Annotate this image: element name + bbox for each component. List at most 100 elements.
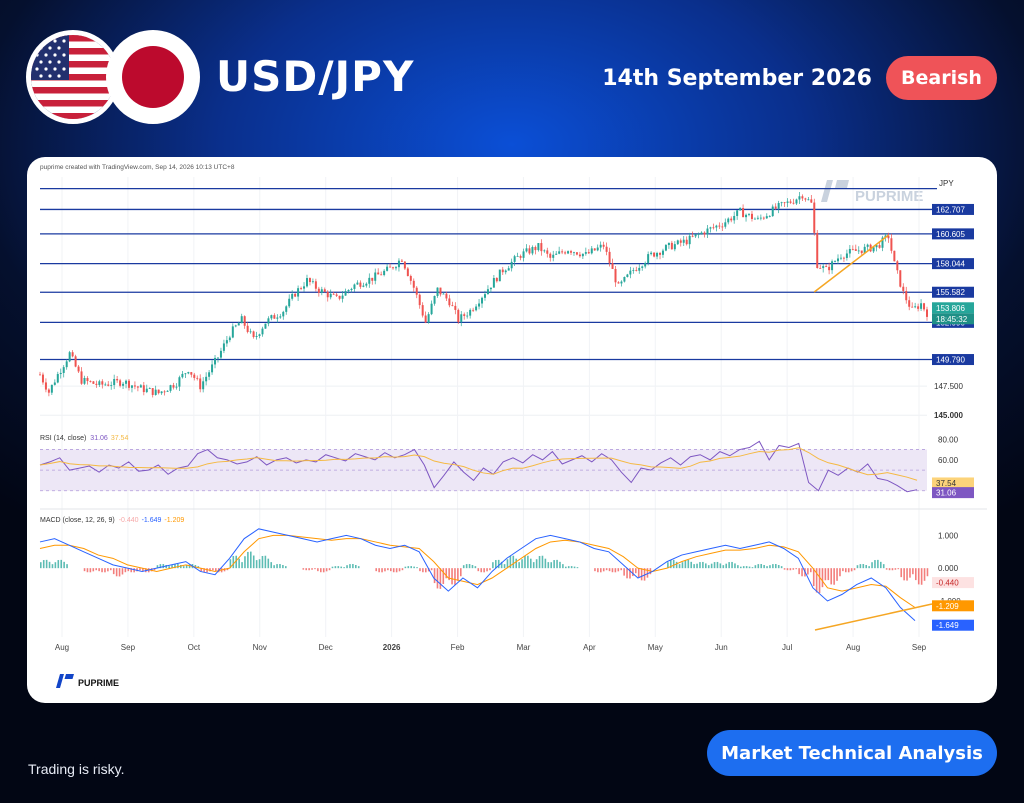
candle-body bbox=[397, 260, 400, 268]
macd-trendline bbox=[814, 603, 933, 631]
candle-body bbox=[552, 254, 555, 258]
candle-body bbox=[166, 390, 169, 392]
candle-body bbox=[291, 293, 294, 299]
level-price-label: 155.582 bbox=[936, 288, 965, 297]
macd-histogram-bar bbox=[451, 568, 453, 585]
watermark-text: PUPRIME bbox=[855, 188, 923, 205]
candle-body bbox=[804, 198, 807, 200]
macd-histogram-bar bbox=[495, 560, 497, 569]
macd-histogram-bar bbox=[777, 565, 780, 569]
candle-body bbox=[394, 267, 397, 269]
candle-body bbox=[77, 366, 80, 372]
candle-body bbox=[682, 239, 685, 243]
macd-hist-value-label-bg bbox=[932, 577, 974, 589]
candle-body bbox=[56, 374, 59, 383]
macd-histogram-bar bbox=[48, 561, 51, 569]
macd-histogram-bar bbox=[562, 564, 564, 569]
macd-histogram-bar bbox=[235, 555, 238, 569]
signal-line bbox=[39, 534, 916, 608]
x-axis-label: Feb bbox=[451, 643, 465, 652]
macd-histogram-bar bbox=[422, 568, 424, 573]
macd-histogram-bar bbox=[824, 568, 827, 581]
macd-histogram-bar bbox=[86, 568, 89, 573]
macd-histogram-bar bbox=[398, 568, 401, 572]
macd-histogram-bar bbox=[197, 566, 200, 569]
candle-body bbox=[750, 213, 753, 219]
candle-body bbox=[300, 288, 303, 289]
candle-body bbox=[303, 286, 306, 289]
signal-legend-value: -1.209 bbox=[164, 517, 184, 524]
candle-body bbox=[53, 382, 56, 385]
candle-body bbox=[887, 235, 890, 239]
macd-histogram-bar bbox=[705, 563, 707, 569]
macd-histogram-bar bbox=[54, 562, 57, 569]
candle-body bbox=[691, 235, 694, 237]
macd-histogram-bar bbox=[678, 564, 681, 569]
candle-body bbox=[389, 266, 392, 268]
macd-histogram-bar bbox=[322, 568, 325, 573]
candle-body bbox=[590, 248, 593, 254]
puprime-card-logo: PUPRIME bbox=[56, 674, 119, 688]
risk-disclaimer: Trading is risky. bbox=[28, 761, 125, 777]
candle-body bbox=[685, 239, 688, 245]
macd-histogram-bar bbox=[270, 562, 273, 569]
macd-histogram-bar bbox=[786, 568, 789, 571]
candle-body bbox=[216, 357, 219, 359]
macd-histogram-bar bbox=[261, 555, 264, 569]
macd-histogram-bar bbox=[142, 568, 144, 572]
macd-histogram-bar bbox=[387, 568, 389, 571]
macd-histogram-bar bbox=[772, 564, 774, 569]
candle-body bbox=[252, 331, 255, 337]
candle-body bbox=[347, 290, 350, 292]
candle-body bbox=[270, 315, 273, 319]
candle-body bbox=[798, 196, 801, 200]
macd-histogram-bar bbox=[629, 568, 631, 579]
macd-histogram-bar bbox=[559, 561, 561, 569]
candle-body bbox=[644, 262, 647, 267]
macd-histogram-bar bbox=[63, 561, 65, 569]
market-analysis-button[interactable]: Market Technical Analysis bbox=[707, 730, 997, 776]
macd-histogram-bar bbox=[637, 568, 640, 578]
candle-body bbox=[667, 242, 670, 246]
candle-body bbox=[902, 286, 905, 291]
macd-histogram-bar bbox=[527, 555, 529, 569]
macd-histogram-bar bbox=[512, 555, 515, 569]
candle-body bbox=[614, 268, 617, 283]
candle-body bbox=[151, 388, 154, 395]
level-price-label-bg bbox=[932, 258, 974, 270]
candle-body bbox=[807, 199, 810, 201]
macd-histogram-bar bbox=[597, 568, 599, 573]
report-date: 14th September 2026 bbox=[602, 66, 872, 91]
candle-body bbox=[596, 247, 599, 251]
macd-histogram-bar bbox=[349, 564, 351, 569]
candle-body bbox=[421, 305, 424, 316]
candle-body bbox=[555, 253, 558, 255]
macd-histogram-bar bbox=[675, 561, 678, 569]
candle-body bbox=[854, 249, 857, 251]
candle-body bbox=[374, 272, 377, 281]
support-trendline bbox=[813, 234, 889, 293]
macd-histogram-bar bbox=[57, 560, 60, 569]
macd-histogram-bar bbox=[40, 562, 42, 569]
macd-histogram-bar bbox=[815, 568, 818, 593]
candle-body bbox=[786, 201, 789, 203]
macd-histogram-bar bbox=[439, 568, 442, 589]
candle-body bbox=[222, 343, 225, 351]
candle-body bbox=[249, 331, 252, 333]
candle-body bbox=[650, 252, 653, 255]
candle-body bbox=[202, 381, 205, 390]
macd-histogram-bar bbox=[594, 568, 596, 572]
candle-body bbox=[712, 227, 715, 229]
macd-histogram-bar bbox=[670, 560, 672, 569]
candle-body bbox=[890, 238, 893, 251]
candle-body bbox=[451, 305, 454, 307]
macd-histogram-bar bbox=[880, 561, 882, 569]
macd-histogram-bar bbox=[716, 561, 719, 569]
macd-histogram-bar bbox=[139, 568, 141, 571]
candle-body bbox=[857, 250, 860, 252]
macd-histogram-bar bbox=[707, 565, 710, 569]
candle-body bbox=[495, 277, 498, 282]
macd-legend-value: -1.649 bbox=[142, 517, 162, 524]
macd-histogram-bar bbox=[51, 564, 54, 569]
candle-body bbox=[89, 381, 92, 382]
